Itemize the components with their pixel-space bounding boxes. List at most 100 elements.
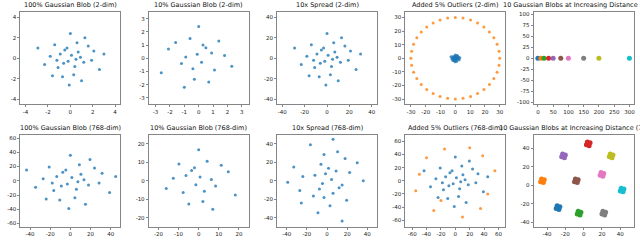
svg-text:20: 20 xyxy=(9,163,16,169)
svg-text:30: 30 xyxy=(496,109,503,115)
svg-text:10: 10 xyxy=(394,42,401,48)
svg-text:-20: -20 xyxy=(392,191,401,197)
svg-text:0: 0 xyxy=(269,178,273,184)
svg-text:-60: -60 xyxy=(392,217,401,223)
svg-text:2: 2 xyxy=(141,29,145,35)
svg-text:10% Gaussian Blob (768-dim): 10% Gaussian Blob (768-dim) xyxy=(150,124,247,132)
svg-text:0: 0 xyxy=(582,231,586,237)
svg-text:60: 60 xyxy=(495,231,502,237)
svg-text:100: 100 xyxy=(519,11,530,17)
svg-text:-1: -1 xyxy=(139,68,144,74)
svg-text:3: 3 xyxy=(141,16,145,22)
svg-text:2: 2 xyxy=(91,109,95,115)
svg-text:200: 200 xyxy=(594,109,605,115)
svg-text:40: 40 xyxy=(107,231,114,237)
svg-text:4: 4 xyxy=(13,14,17,20)
svg-text:75: 75 xyxy=(523,22,530,28)
svg-text:1: 1 xyxy=(141,42,145,48)
svg-text:-10: -10 xyxy=(392,69,401,75)
svg-text:3: 3 xyxy=(240,109,244,115)
svg-text:-20: -20 xyxy=(421,109,430,115)
svg-text:10: 10 xyxy=(138,159,145,165)
svg-text:-4: -4 xyxy=(23,109,29,115)
svg-text:-20: -20 xyxy=(136,215,145,221)
svg-text:50: 50 xyxy=(550,109,557,115)
svg-text:0: 0 xyxy=(69,109,73,115)
svg-text:-4: -4 xyxy=(11,96,17,102)
svg-text:-20: -20 xyxy=(7,192,16,198)
svg-text:-2: -2 xyxy=(167,109,172,115)
svg-text:0: 0 xyxy=(325,109,329,115)
svg-text:0: 0 xyxy=(269,55,273,61)
svg-text:-60: -60 xyxy=(408,231,417,237)
svg-text:0: 0 xyxy=(325,231,329,237)
svg-text:-20: -20 xyxy=(392,82,401,88)
svg-text:40: 40 xyxy=(394,151,401,157)
svg-text:30: 30 xyxy=(394,14,401,20)
svg-text:40: 40 xyxy=(617,231,624,237)
svg-text:0: 0 xyxy=(69,231,73,237)
svg-text:-2: -2 xyxy=(139,82,144,88)
svg-text:20: 20 xyxy=(344,231,351,237)
svg-text:0: 0 xyxy=(13,178,17,184)
svg-text:Added 5% Outliers (2-dim): Added 5% Outliers (2-dim) xyxy=(412,1,499,9)
svg-text:-20: -20 xyxy=(300,109,309,115)
svg-text:-40: -40 xyxy=(422,231,431,237)
svg-text:20: 20 xyxy=(87,231,94,237)
svg-text:4: 4 xyxy=(113,109,117,115)
svg-text:-40: -40 xyxy=(278,109,287,115)
svg-text:0: 0 xyxy=(454,109,458,115)
svg-text:-2: -2 xyxy=(45,109,50,115)
svg-text:20: 20 xyxy=(266,159,273,165)
svg-text:0: 0 xyxy=(13,55,17,61)
svg-text:20: 20 xyxy=(523,164,530,170)
svg-text:-10: -10 xyxy=(174,231,183,237)
svg-text:1: 1 xyxy=(211,109,215,115)
svg-text:60: 60 xyxy=(9,135,16,141)
svg-text:-25: -25 xyxy=(521,66,530,72)
svg-text:100% Gaussian Blob (2-dim): 100% Gaussian Blob (2-dim) xyxy=(24,1,117,9)
svg-text:-20: -20 xyxy=(436,231,445,237)
svg-text:-100: -100 xyxy=(517,99,530,105)
svg-text:10 Gaussian Blobs at Increasin: 10 Gaussian Blobs at Increasing Distance… xyxy=(503,1,640,9)
svg-text:40: 40 xyxy=(266,14,273,20)
svg-text:20: 20 xyxy=(466,231,473,237)
svg-text:20: 20 xyxy=(266,35,273,41)
svg-text:40: 40 xyxy=(523,145,530,151)
svg-text:25: 25 xyxy=(523,44,530,50)
svg-text:0: 0 xyxy=(526,182,530,188)
svg-text:-40: -40 xyxy=(264,215,273,221)
svg-text:-40: -40 xyxy=(264,96,273,102)
svg-text:-40: -40 xyxy=(282,231,291,237)
svg-text:-10: -10 xyxy=(136,196,145,202)
svg-text:20: 20 xyxy=(138,141,145,147)
svg-text:2: 2 xyxy=(13,35,17,41)
svg-text:0: 0 xyxy=(197,109,201,115)
svg-text:-20: -20 xyxy=(264,76,273,82)
svg-text:-30: -30 xyxy=(406,109,415,115)
svg-text:10: 10 xyxy=(215,231,222,237)
svg-text:0: 0 xyxy=(454,231,458,237)
svg-text:150: 150 xyxy=(578,109,589,115)
svg-text:-20: -20 xyxy=(264,196,273,202)
svg-text:10x Spread (2-dim): 10x Spread (2-dim) xyxy=(296,1,359,9)
svg-text:20: 20 xyxy=(598,231,605,237)
svg-text:100: 100 xyxy=(563,109,574,115)
svg-text:20: 20 xyxy=(481,109,488,115)
svg-text:0: 0 xyxy=(197,231,201,237)
svg-text:-60: -60 xyxy=(7,220,16,226)
svg-text:50: 50 xyxy=(523,33,530,39)
svg-text:40: 40 xyxy=(368,109,375,115)
svg-text:-40: -40 xyxy=(521,219,530,225)
svg-text:-20: -20 xyxy=(46,231,55,237)
svg-text:40: 40 xyxy=(481,231,488,237)
svg-text:-3: -3 xyxy=(153,109,159,115)
svg-text:250: 250 xyxy=(609,109,620,115)
svg-text:2: 2 xyxy=(226,109,230,115)
svg-text:0: 0 xyxy=(398,178,402,184)
svg-text:40: 40 xyxy=(9,149,16,155)
svg-text:20: 20 xyxy=(394,164,401,170)
svg-text:-20: -20 xyxy=(154,231,163,237)
svg-text:0: 0 xyxy=(141,55,145,61)
svg-text:-3: -3 xyxy=(139,95,145,101)
